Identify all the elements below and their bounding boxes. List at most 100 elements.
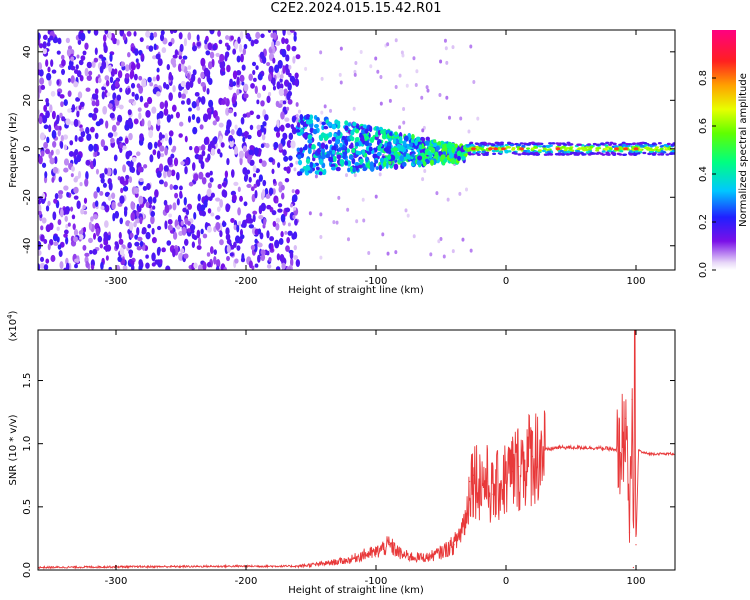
spectrogram-cell (320, 76, 324, 81)
spectrogram-cell (76, 110, 80, 118)
spectrogram-cell (242, 167, 248, 175)
spectrogram-cell (191, 162, 196, 171)
spectrogram-cell (108, 266, 112, 270)
spectrogram-cell (430, 147, 436, 154)
spectrogram-cell (240, 53, 244, 63)
spectrogram-cell (277, 162, 281, 168)
spectrogram-cell (236, 224, 240, 233)
spectrogram-cell (312, 156, 316, 162)
spectrogram-cell (131, 156, 137, 163)
spectrogram-cell (601, 150, 606, 153)
spectrogram-cell (265, 143, 270, 149)
spectrogram-cell (605, 151, 610, 154)
spectrogram-cell (68, 59, 74, 67)
spectrogram-cell (355, 150, 360, 155)
spectrogram-cell (239, 195, 243, 202)
spectrogram-cell (295, 102, 299, 107)
spectrogram-xlabel: Height of straight line (km) (288, 285, 424, 296)
snr-data-point (459, 531, 462, 533)
spectrogram-cell (71, 166, 75, 172)
colorbar-label: Normalized spectral amplitude (738, 73, 749, 227)
spectrogram-cell (657, 142, 662, 145)
spectrogram-cell (182, 55, 188, 60)
spectrogram-cell (207, 182, 212, 189)
spectrogram-cell (230, 35, 234, 41)
spectrogram-cell (105, 192, 110, 197)
spec-ytick-label: -20 (22, 189, 33, 205)
spectrogram-cell (153, 31, 158, 38)
spectrogram-cell (135, 58, 139, 63)
spectrogram-cell (161, 247, 166, 253)
spectrogram-cell (85, 159, 91, 166)
spectrogram-cell (150, 210, 156, 217)
spectrogram-cell (249, 124, 254, 131)
spectrogram-cell (233, 111, 237, 117)
snr-scale-prefix: (x10 (8, 319, 19, 342)
spectrogram-cell (372, 153, 378, 159)
spectrogram-cell (254, 263, 259, 268)
spectrogram-cell (285, 207, 291, 213)
spectrogram-cell (421, 177, 425, 182)
spec-xtick-label: 100 (626, 276, 645, 287)
spectrogram-cell (219, 230, 223, 238)
spectrogram-cell (309, 161, 314, 168)
spectrogram-cell (39, 132, 45, 141)
spectrogram-cell (374, 159, 379, 164)
spectrogram-cell (207, 153, 211, 161)
spectrogram-cell (143, 164, 148, 169)
spectrogram-cell (237, 207, 241, 216)
spectrogram-cell (242, 136, 246, 143)
spectrogram-cell (218, 122, 224, 128)
spectrogram-cell (84, 252, 90, 257)
spectrogram-cell (164, 204, 170, 214)
spectrogram-cell (108, 64, 112, 73)
spectrogram-cell (253, 147, 259, 156)
spectrogram-cell (289, 30, 295, 33)
spectrogram-cell (219, 60, 225, 70)
spectrogram-cell (466, 149, 471, 152)
spectrogram-cell (160, 153, 165, 158)
spectrogram-cell (344, 125, 349, 131)
spectrogram-cell (289, 162, 294, 168)
spectrogram-cell (63, 185, 69, 191)
spectrogram-cell (139, 216, 143, 225)
spectrogram-cell (100, 205, 105, 210)
spectrogram-cell (128, 176, 133, 184)
spectrogram-cell (167, 224, 173, 231)
spectrogram-cell (168, 213, 173, 218)
spectrogram-cell (611, 152, 616, 155)
spectrogram-cell (180, 161, 185, 166)
spectrogram-cell (233, 224, 237, 231)
spectrogram-cell (110, 192, 116, 200)
spec-xtick-label: -200 (235, 276, 258, 287)
spectrogram-cell (401, 161, 407, 167)
spectrogram-cell (266, 61, 271, 67)
spectrogram-cell (109, 112, 115, 119)
spectrogram-cell (284, 230, 288, 235)
spectrogram-cell (83, 197, 88, 204)
spectrogram-cell (83, 210, 88, 215)
snr-panel: -300 -200 -100 0 100 0.0 0.5 1.0 1.5 Height of s… (6, 310, 676, 596)
spectrogram-cell (215, 197, 221, 202)
spectrogram-cell (47, 243, 51, 251)
spectrogram-cell (76, 54, 80, 59)
spectrogram-cell (286, 92, 291, 101)
spectrogram-cell (656, 149, 661, 152)
spectrogram-cell (275, 217, 281, 223)
spectrogram-cell (268, 157, 274, 163)
spectrogram-cell (158, 132, 163, 141)
spectrogram-cell (128, 132, 133, 141)
spectrogram-cell (604, 144, 609, 147)
spectrogram-cell (254, 238, 258, 244)
spectrogram-cell (178, 32, 183, 40)
spectrogram-cell (292, 214, 296, 219)
spectrogram-cell (208, 99, 214, 108)
spectrogram-cell (172, 231, 178, 240)
spectrogram-cell (330, 166, 336, 171)
snr-data-point (297, 565, 299, 567)
spectrogram-cell (145, 262, 150, 269)
snr-xtick-label: 100 (626, 576, 645, 587)
snr-data-point (427, 556, 429, 558)
spectrogram-cell (311, 143, 316, 150)
